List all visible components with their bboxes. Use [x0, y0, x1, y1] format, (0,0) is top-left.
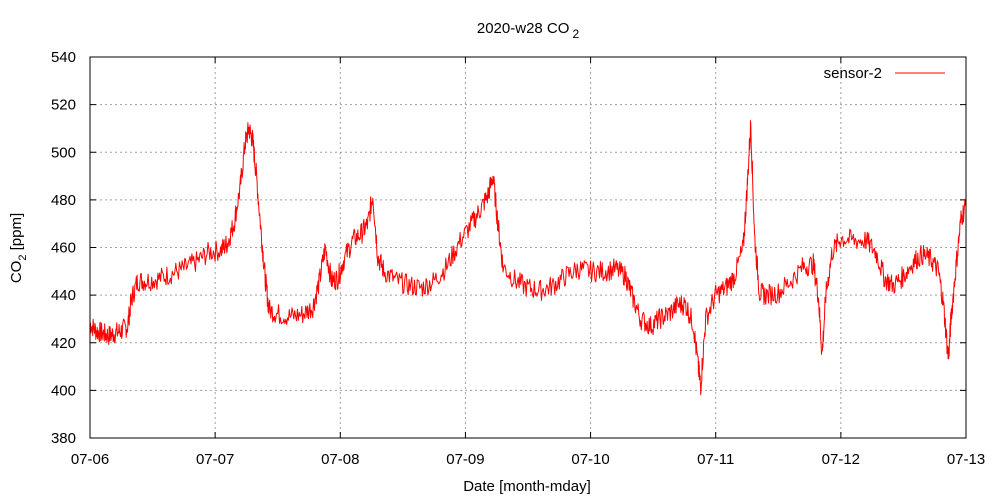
y-tick-labels: 380 400 420 440 460 480 500 520 540: [51, 49, 76, 447]
x-tick-label: 07-12: [822, 451, 860, 468]
y-tick-label: 440: [51, 287, 76, 304]
x-tick-label: 07-13: [947, 451, 985, 468]
chart-title: 2020-w28 CO 2: [477, 20, 580, 41]
x-axis-label: Date [month-mday]: [463, 478, 591, 495]
x-tick-label: 07-07: [196, 451, 234, 468]
y-tick-label: 480: [51, 192, 76, 209]
x-tick-labels: 07-06 07-07 07-08 07-09 07-10 07-11 07-12 07-13: [71, 451, 985, 468]
legend: sensor-2: [824, 65, 945, 82]
y-tick-label: 500: [51, 144, 76, 161]
series-line-sensor-2: [89, 120, 967, 396]
y-tick-label: 380: [51, 430, 76, 447]
series-layer: [89, 120, 967, 396]
x-tick-label: 07-08: [321, 451, 359, 468]
y-tick-label: 400: [51, 382, 76, 399]
y-axis-label: CO2 [ppm]: [8, 213, 29, 283]
x-tick-label: 07-09: [446, 451, 484, 468]
x-tick-label: 07-10: [571, 451, 609, 468]
x-tick-label: 07-06: [71, 451, 109, 468]
y-tick-label: 520: [51, 97, 76, 114]
y-tick-label: 540: [51, 49, 76, 66]
y-tick-label: 420: [51, 335, 76, 352]
grid-lines: [90, 57, 966, 438]
legend-label-sensor-2: sensor-2: [824, 65, 882, 82]
y-tick-label: 460: [51, 240, 76, 257]
x-tick-label: 07-11: [697, 451, 734, 468]
tick-marks: [89, 56, 967, 439]
